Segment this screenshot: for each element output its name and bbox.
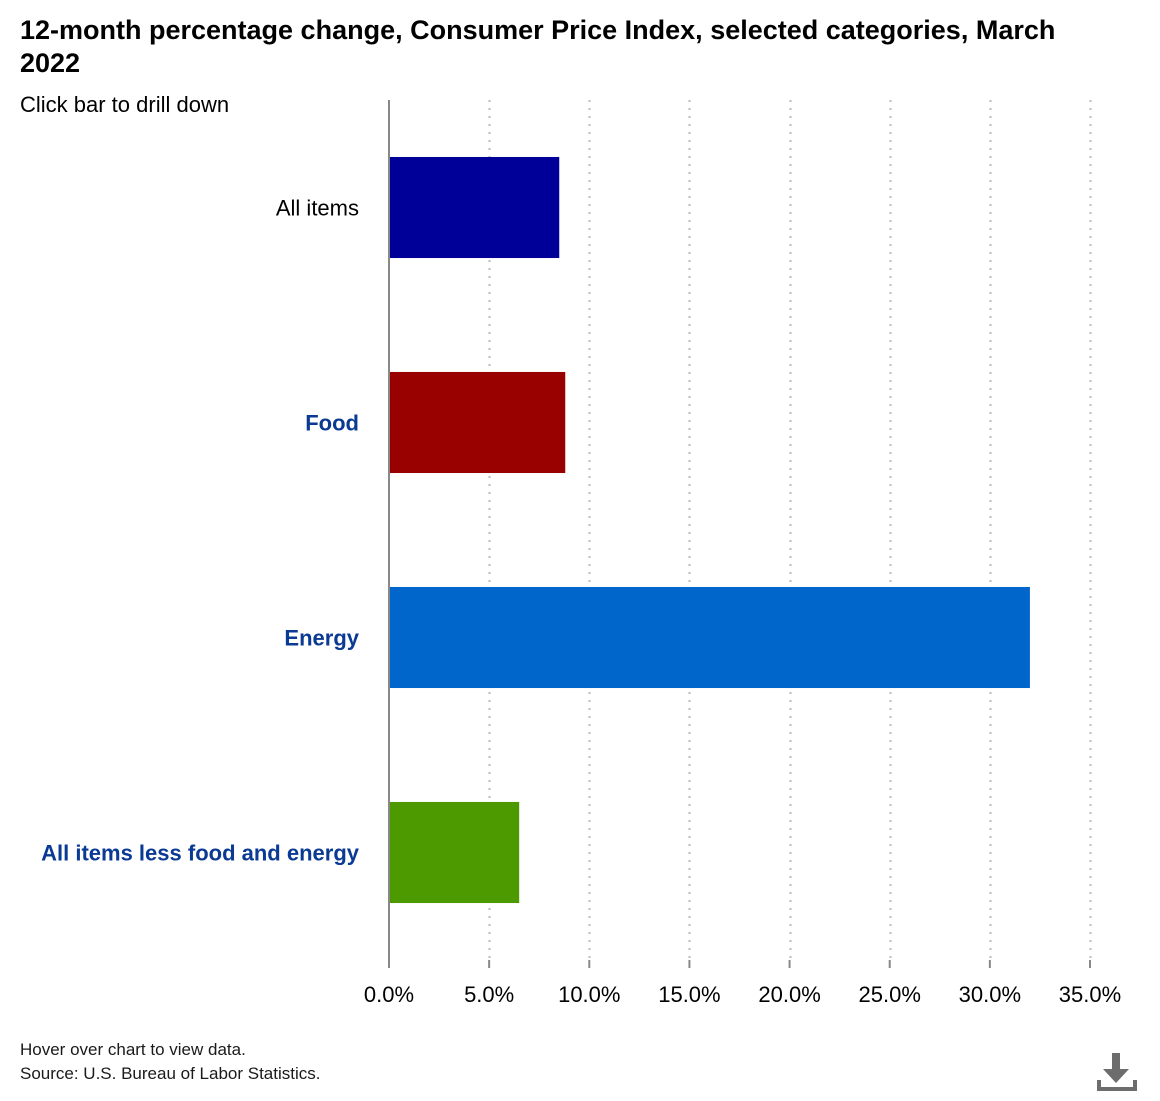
x-tick-label: 30.0% [959, 982, 1021, 1007]
x-tick-label: 5.0% [464, 982, 514, 1007]
bar[interactable] [389, 156, 560, 259]
category-link[interactable]: Food [305, 411, 359, 436]
hover-note: Hover over chart to view data. [20, 1040, 246, 1059]
category-link[interactable]: Energy [284, 626, 359, 651]
chart-title: 12-month percentage change, Consumer Pri… [20, 15, 1056, 78]
chart-subtitle: Click bar to drill down [20, 92, 230, 117]
download-button[interactable] [1094, 1050, 1140, 1096]
bar[interactable] [389, 371, 566, 474]
bar-chart[interactable]: All items Food Energy All items less food a… [0, 0, 1160, 1040]
category-link[interactable]: All items less food and energy [41, 841, 360, 866]
x-tick-label: 0.0% [364, 982, 414, 1007]
x-tick-label: 35.0% [1059, 982, 1121, 1007]
x-tick-label: 20.0% [758, 982, 820, 1007]
x-tick-label: 15.0% [658, 982, 720, 1007]
x-tick-label: 25.0% [859, 982, 921, 1007]
source-note: Source: U.S. Bureau of Labor Statistics. [20, 1064, 321, 1083]
bar[interactable] [389, 801, 520, 904]
download-icon [1097, 1053, 1137, 1091]
bar[interactable] [389, 586, 1030, 689]
x-tick-label: 10.0% [558, 982, 620, 1007]
category-label: All items [276, 196, 359, 221]
